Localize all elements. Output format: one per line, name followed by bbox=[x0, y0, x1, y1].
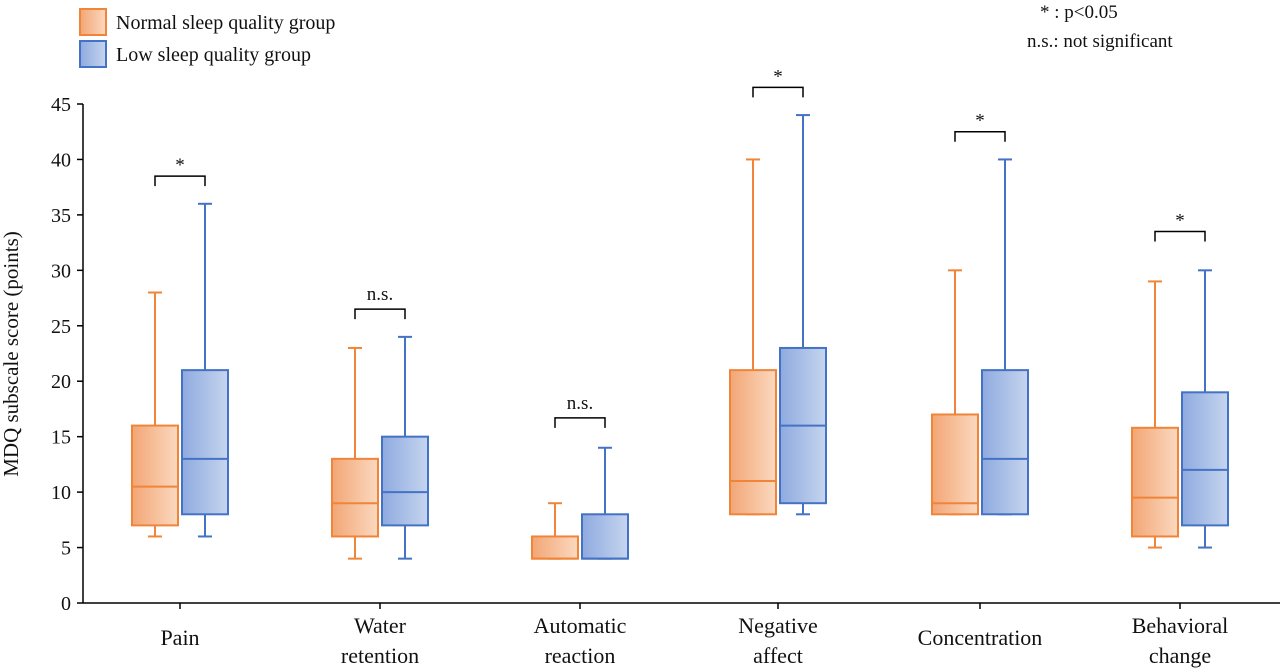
iqr-box bbox=[581, 513, 629, 560]
bracket-line bbox=[954, 130, 1006, 142]
note-not-significant: n.s.: not significant bbox=[1027, 31, 1173, 52]
y-tick-label: 40 bbox=[51, 149, 71, 171]
box-low-1 bbox=[381, 335, 429, 560]
iqr-box bbox=[729, 369, 777, 516]
y-tick-label: 30 bbox=[51, 260, 71, 282]
box-normal-1 bbox=[331, 346, 379, 560]
bracket-line bbox=[554, 417, 606, 428]
box-normal-2 bbox=[531, 502, 579, 560]
iqr-box bbox=[381, 435, 429, 527]
iqr-box bbox=[181, 369, 229, 516]
significance-label: * bbox=[175, 155, 185, 176]
iqr-box bbox=[131, 424, 179, 527]
category-label: Negative affect bbox=[738, 613, 817, 668]
category-label: Water retention bbox=[341, 613, 419, 668]
bracket-line bbox=[154, 175, 206, 187]
iqr-box bbox=[981, 369, 1029, 516]
category-label: Automatic reaction bbox=[534, 613, 627, 668]
legend-swatch-low bbox=[79, 40, 107, 68]
y-tick-label: 5 bbox=[61, 538, 71, 560]
note-significant: * : p<0.05 bbox=[1040, 2, 1118, 23]
significance-label: * bbox=[975, 111, 985, 132]
plot-area: * n.s. n.s. * * * bbox=[131, 66, 1229, 560]
box-low-0 bbox=[181, 202, 229, 538]
significance-label: * bbox=[1175, 211, 1185, 232]
significance-bracket-4: * bbox=[954, 111, 1006, 142]
legend-swatch-normal bbox=[79, 8, 107, 36]
legend: Normal sleep quality group Low sleep qua… bbox=[79, 8, 335, 68]
box-low-3 bbox=[779, 114, 827, 516]
y-tick-label: 15 bbox=[51, 427, 71, 449]
box-normal-4 bbox=[931, 269, 979, 516]
iqr-box bbox=[1131, 426, 1179, 538]
category-label: Pain bbox=[160, 625, 199, 650]
bracket-line bbox=[752, 86, 804, 98]
legend-label-low: Low sleep quality group bbox=[116, 44, 311, 66]
y-tick-label: 10 bbox=[51, 482, 71, 504]
y-tick-label: 0 bbox=[61, 593, 71, 615]
category-label: Behavioral change bbox=[1132, 613, 1229, 668]
category-label: Concentration bbox=[918, 625, 1043, 650]
box-normal-5 bbox=[1131, 280, 1179, 549]
significance-label: n.s. bbox=[367, 284, 393, 305]
iqr-box bbox=[531, 535, 579, 560]
significance-bracket-2: n.s. bbox=[554, 393, 606, 428]
box-low-2 bbox=[581, 446, 629, 560]
iqr-box bbox=[1181, 391, 1229, 527]
box-normal-3 bbox=[729, 158, 777, 516]
y-tick-label: 45 bbox=[51, 94, 71, 116]
significance-bracket-3: * bbox=[752, 66, 804, 98]
significance-notes: * : p<0.05 n.s.: not significant bbox=[1027, 2, 1173, 52]
box-normal-0 bbox=[131, 291, 179, 538]
iqr-box bbox=[331, 457, 379, 538]
significance-label: n.s. bbox=[567, 393, 593, 414]
significance-bracket-5: * bbox=[1154, 211, 1206, 242]
y-tick-label: 35 bbox=[51, 205, 71, 227]
box-low-5 bbox=[1181, 269, 1229, 549]
box-low-4 bbox=[981, 158, 1029, 516]
bracket-line bbox=[354, 308, 406, 320]
bracket-line bbox=[1154, 230, 1206, 242]
axes: 0 5 10 15 20 25 30 35 40 45 Pain Water retention Auto… bbox=[51, 94, 1280, 668]
y-tick-label: 20 bbox=[51, 371, 71, 393]
significance-bracket-0: * bbox=[154, 155, 206, 187]
iqr-box bbox=[931, 413, 979, 516]
significance-label: * bbox=[773, 66, 783, 87]
y-axis-label: MDQ subscale score (points) bbox=[0, 231, 23, 477]
legend-label-normal: Normal sleep quality group bbox=[116, 12, 335, 34]
significance-bracket-1: n.s. bbox=[354, 284, 406, 320]
y-tick-label: 25 bbox=[51, 316, 71, 338]
